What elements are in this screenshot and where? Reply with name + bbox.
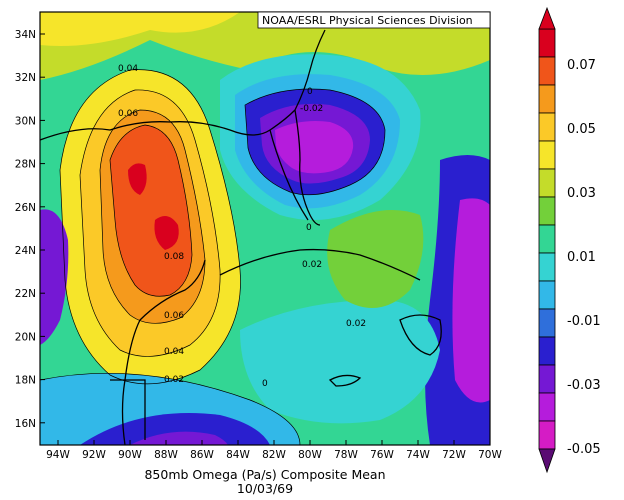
gulf-coast: [40, 29, 326, 141]
contour-value-label: 0.02: [346, 319, 366, 329]
longitude-label: 70W: [478, 449, 502, 461]
borders: [110, 379, 146, 440]
colorbar-label: 0.03: [567, 186, 596, 201]
field-east-magenta: [452, 198, 490, 403]
colorbar-box: [538, 420, 556, 450]
longitude-label: 92W: [82, 449, 106, 461]
contour-value-label: 0.04: [164, 347, 184, 357]
colorbar-box: [538, 84, 556, 114]
longitude-label: 80W: [298, 449, 322, 461]
colorbar-box: [538, 308, 556, 338]
field-west-violet: [40, 209, 69, 345]
colorbar-box: [538, 336, 556, 366]
latitude-label: 18N: [15, 375, 36, 387]
belize-guatemala-border: [110, 379, 146, 440]
colorbar-box: [538, 364, 556, 394]
colorbar: 0.07 0.05 0.03 0.01 -0.01 -0.03 -0.05: [538, 6, 601, 474]
longitude-label: 88W: [154, 449, 178, 461]
colorbar-box: [538, 392, 556, 422]
latitude-labels: 34N 32N 30N 28N 26N 24N 22N 20N 18N 16N: [15, 29, 45, 430]
longitude-label: 90W: [118, 449, 142, 461]
coastlines: [40, 29, 442, 445]
longitude-label: 72W: [442, 449, 466, 461]
contour-value-label: -0.02: [300, 104, 323, 114]
longitude-labels: 94W 92W 90W 88W 86W 84W 82W 80W 78W 76W 74W 72W 70W: [46, 440, 502, 461]
field-peak-south: [154, 216, 179, 250]
longitude-label: 84W: [226, 449, 250, 461]
cuba-coast: [219, 248, 421, 281]
longitude-label: 82W: [262, 449, 286, 461]
latitude-label: 32N: [15, 72, 36, 84]
contour-value-label: 0.06: [164, 311, 184, 321]
field-east-green: [327, 210, 424, 308]
field-peak-north: [128, 163, 147, 195]
map-date: 10/03/69: [237, 481, 293, 496]
colorbar-box: [538, 168, 556, 198]
field-north-yellow: [40, 12, 240, 46]
yucatan-coast: [121, 259, 206, 445]
longitude-label: 86W: [190, 449, 214, 461]
contour-value-label: 0: [307, 87, 313, 97]
credit-label: NOAA/ESRL Physical Sciences Division: [262, 14, 473, 27]
colorbar-box: [538, 280, 556, 310]
contour-line: [99, 109, 206, 324]
colorbar-box: [538, 224, 556, 254]
contour-value-label: 0: [262, 379, 268, 389]
colorbar-box: [538, 112, 556, 142]
colorbar-box: [538, 252, 556, 282]
contour-labels: 0.04 0.06 0.08 0.06 0.04 0.02 0 -0.02 0 …: [118, 64, 366, 389]
contour-value-label: 0: [306, 223, 312, 233]
colorbar-box: [538, 196, 556, 226]
florida-west-coast: [269, 129, 309, 221]
longitude-label: 76W: [370, 449, 394, 461]
colorbar-label: -0.03: [567, 378, 601, 393]
latitude-label: 26N: [15, 202, 36, 214]
credit-background: [257, 11, 491, 29]
colorbar-box: [538, 56, 556, 86]
contour-value-label: 0.08: [164, 252, 184, 262]
contour-value-label: 0.06: [118, 109, 138, 119]
latitude-label: 20N: [15, 331, 36, 343]
colorbar-boxes: [538, 28, 556, 450]
latitude-label: 16N: [15, 418, 36, 430]
colorbar-label: 0.07: [567, 58, 596, 73]
field-south-blue: [80, 413, 270, 445]
colorbar-bottom-arrow: [538, 448, 556, 474]
latitude-label: 30N: [15, 115, 36, 127]
latitude-label: 24N: [15, 245, 36, 257]
hispaniola-coast: [399, 314, 442, 356]
contour-field: [40, 12, 490, 445]
longitude-label: 94W: [46, 449, 70, 461]
florida-east-coast: [294, 109, 321, 226]
map-title: 850mb Omega (Pa/s) Composite Mean: [144, 467, 385, 482]
credit-box: NOAA/ESRL Physical Sciences Division: [257, 11, 491, 29]
contour-value-label: 0.02: [164, 375, 184, 385]
latitude-label: 28N: [15, 159, 36, 171]
field-south-violet: [130, 431, 228, 445]
contour-value-label: 0.02: [302, 260, 322, 270]
colorbar-top-arrow: [538, 6, 556, 30]
contour-line: [59, 69, 241, 385]
field-central-cyan: [240, 300, 440, 424]
longitude-label: 74W: [406, 449, 430, 461]
contour-lines: [40, 69, 386, 445]
latitude-label: 22N: [15, 288, 36, 300]
colorbar-label: 0.01: [567, 250, 596, 265]
jamaica-coast: [328, 374, 362, 387]
contour-line: [79, 89, 221, 357]
contour-line: [244, 88, 386, 196]
contour-line: [109, 124, 193, 297]
colorbar-label: -0.05: [567, 442, 601, 457]
longitude-label: 78W: [334, 449, 358, 461]
colorbar-box: [538, 28, 556, 58]
colorbar-label: 0.05: [567, 122, 596, 137]
latitude-label: 34N: [15, 29, 36, 41]
contour-value-label: 0.04: [118, 64, 138, 74]
contour-line: [40, 372, 301, 445]
colorbar-labels: 0.07 0.05 0.03 0.01 -0.01 -0.03 -0.05: [567, 58, 601, 457]
colorbar-label: -0.01: [567, 314, 601, 329]
field-magenta-core: [275, 121, 354, 174]
colorbar-box: [538, 140, 556, 170]
